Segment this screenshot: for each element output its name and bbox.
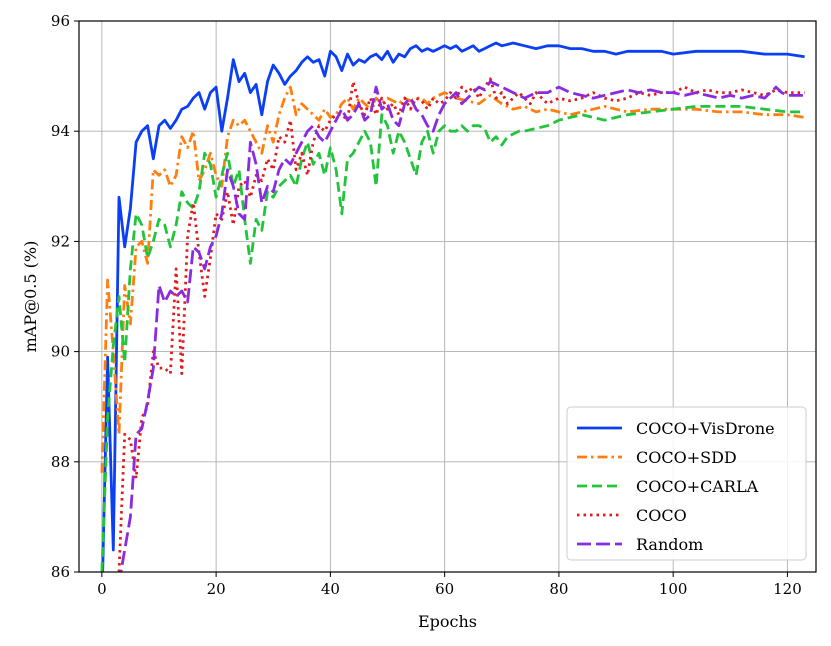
- y-axis-label: mAP@0.5 (%): [21, 241, 40, 353]
- y-tick-label: 90: [51, 343, 70, 361]
- series-line-coco-visdrone: [101, 41, 805, 572]
- legend-box: [566, 406, 807, 561]
- x-tick-label: 0: [97, 580, 107, 598]
- y-tick-label: 86: [51, 563, 70, 581]
- series-line-coco-carla: [100, 105, 805, 572]
- x-tick-label: 120: [773, 580, 802, 598]
- x-tick-label: 20: [207, 580, 226, 598]
- legend-label-random: Random: [636, 535, 703, 554]
- y-tick-label: 92: [51, 232, 70, 250]
- legend-label-coco: COCO: [636, 506, 687, 525]
- series-line-coco: [117, 77, 805, 572]
- plot-frame: [78, 20, 817, 573]
- series-line-coco-sdd: [100, 85, 805, 473]
- x-tick-label: 40: [321, 580, 340, 598]
- y-tick-label: 94: [51, 122, 70, 140]
- legend-label-coco-visdrone: COCO+VisDrone: [636, 419, 775, 438]
- y-tick-label: 96: [51, 12, 70, 30]
- axis-ticks: 0 20 40 60 80 100 120 86 88 90 92 94 96: [51, 12, 802, 598]
- y-tick-label: 88: [51, 453, 70, 471]
- legend: COCO+VisDrone COCO+SDD COCO+CARLA COCO Rando…: [566, 406, 807, 561]
- x-tick-label: 60: [435, 580, 454, 598]
- legend-label-coco-sdd: COCO+SDD: [636, 448, 737, 467]
- series-line-random: [101, 80, 805, 572]
- x-tick-label: 80: [549, 580, 568, 598]
- x-axis-label: Epochs: [418, 612, 477, 631]
- legend-label-coco-carla: COCO+CARLA: [636, 477, 759, 496]
- x-tick-label: 100: [659, 580, 688, 598]
- series-lines: [100, 41, 805, 572]
